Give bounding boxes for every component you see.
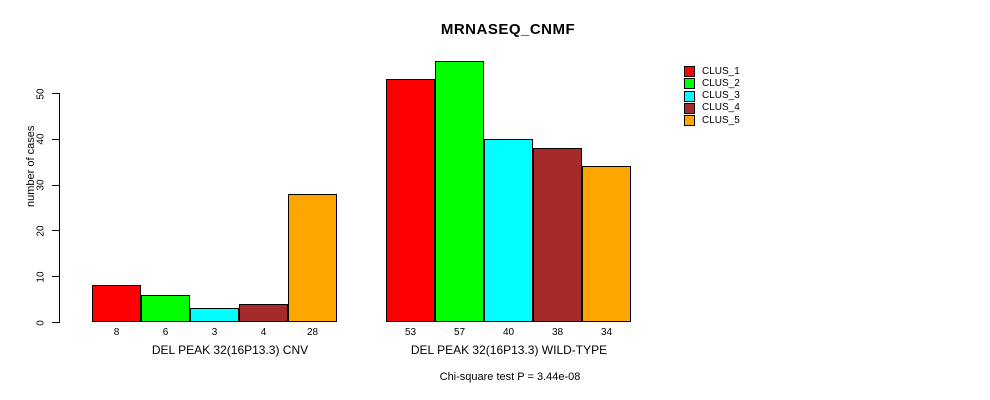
y-tick: [52, 322, 59, 323]
x-axis-group-label: DEL PEAK 32(16P13.3) WILD-TYPE: [410, 343, 608, 357]
bar: [141, 294, 190, 322]
bar: [288, 193, 337, 322]
legend-item-label: CLUS_3: [702, 90, 740, 101]
bar-value-label: 28: [306, 327, 319, 338]
bar-value-label: 40: [502, 327, 515, 338]
bar-value-label: 8: [113, 327, 120, 338]
legend-swatch: [684, 66, 695, 77]
bar-value-label: 34: [600, 327, 613, 338]
y-tick: [52, 184, 59, 186]
legend-swatch: [684, 102, 695, 114]
legend-swatch: [684, 90, 695, 102]
bar-value-label: 3: [211, 327, 218, 338]
chi-square-note: Chi-square test P = 3.44e-08: [439, 371, 581, 383]
legend-item-label: CLUS_5: [702, 114, 740, 126]
legend-swatch: [684, 78, 695, 90]
bar-value-label: 57: [453, 327, 466, 338]
y-tick-label: 50: [35, 87, 47, 100]
bar: [435, 60, 484, 322]
bar-value-label: 53: [404, 327, 417, 338]
y-tick-label: 40: [35, 133, 47, 145]
bar: [386, 79, 435, 322]
bar: [533, 147, 582, 322]
bar: [92, 285, 141, 322]
y-tick: [52, 276, 59, 278]
bar: [239, 303, 288, 322]
x-axis-group-label: DEL PEAK 32(16P13.3) CNV: [151, 343, 309, 357]
y-tick: [52, 230, 59, 232]
y-tick-label: 30: [35, 179, 47, 191]
bar-value-label: 4: [260, 327, 267, 338]
legend-item-label: CLUS_1: [702, 65, 740, 77]
y-tick-label: 20: [35, 225, 47, 237]
bar: [582, 166, 631, 322]
bar-value-label: 6: [162, 327, 169, 338]
chart-title: MRNASEQ_CNMF: [440, 21, 576, 38]
legend-item-label: CLUS_2: [702, 77, 740, 89]
bar-value-label: 38: [551, 327, 564, 338]
bar: [190, 308, 239, 322]
bar: [484, 138, 533, 322]
y-tick: [52, 93, 59, 94]
y-tick: [52, 138, 59, 140]
y-tick-label: 0: [35, 319, 47, 326]
legend-swatch: [684, 115, 695, 126]
y-axis: [59, 93, 60, 323]
legend-item-label: CLUS_4: [702, 102, 740, 114]
y-tick-label: 10: [35, 271, 47, 283]
